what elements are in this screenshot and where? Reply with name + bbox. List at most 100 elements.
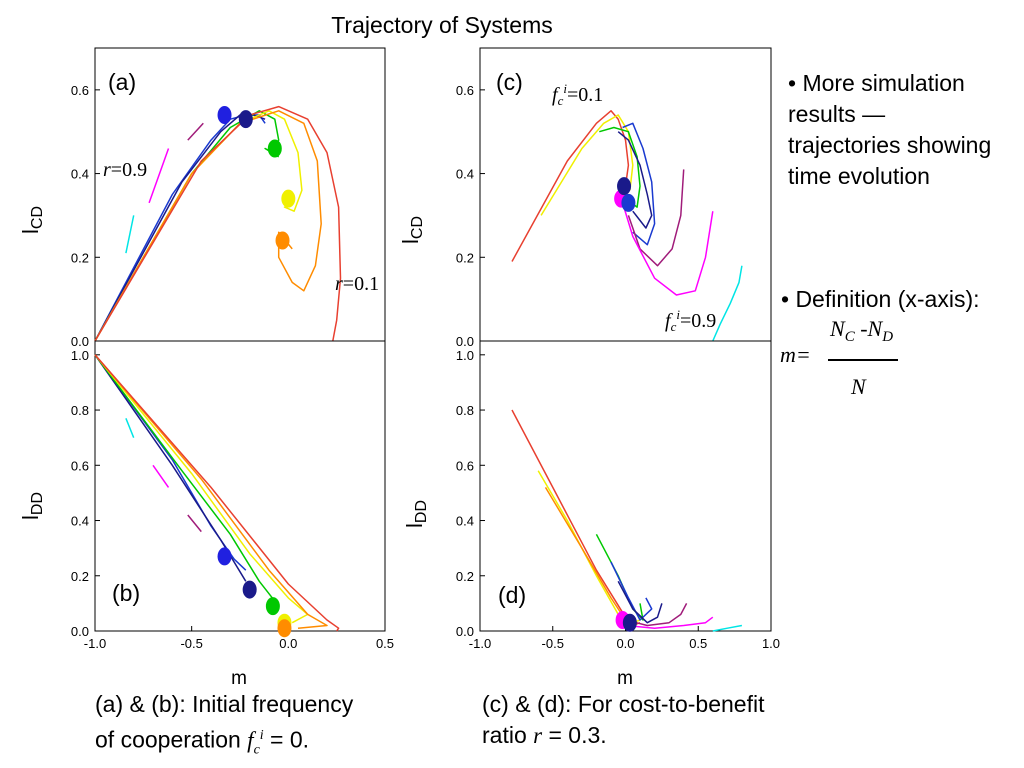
annotation-fc09: fci=0.9 [665,307,716,334]
series-line-b-2 [187,514,202,533]
xtick-label-b: -0.5 [180,636,202,651]
ytick-label-a: 0.2 [71,250,89,265]
series-line-d-7 [625,616,714,629]
cluster-blob-c-1 [617,177,632,196]
series-line-c-4 [617,131,653,229]
series-line-c-7 [712,265,743,342]
panel-label-b: (b) [112,580,140,606]
series-line-b-0 [125,418,135,438]
cluster-blob-a-4 [275,231,290,250]
series-line-d-6 [625,603,688,627]
caption-right: (c) & (d): For cost-to-benefit ratio r =… [482,689,764,751]
panel-label-c: (c) [496,69,523,95]
caption-left: (a) & (b): Initial frequency of cooperat… [95,689,353,765]
series-line-a-8 [94,105,342,342]
ytick-label-b: 0.4 [71,514,89,529]
series-line-a-5 [94,110,280,342]
panel-label-a: (a) [108,69,136,95]
series-line-a-2 [187,122,204,141]
ytick-label-a: 0.4 [71,167,89,182]
series-line-d-4 [610,561,653,621]
ylabel-top-left: lCD [18,206,46,234]
ylabel-top-right: lCD [398,216,426,244]
series-line-d-0 [511,409,641,627]
xtick-label-d: -0.5 [542,636,564,651]
caption-right-line1: (c) & (d): For cost-to-benefit [482,691,765,717]
formula-lhs: m= [780,342,811,367]
ylabel-bottom-left: lDD [18,492,46,520]
series-line-b-6 [94,354,309,624]
cluster-blob-a-3 [281,189,296,208]
cluster-blob-c-2 [621,193,636,212]
ytick-label-d: 1.0 [456,348,474,363]
caption-right-line2: ratio r = 0.3. [482,722,607,748]
series-line-b-1 [152,464,170,488]
ytick-label-b: 0.0 [71,624,89,639]
cluster-blob-b-1 [242,580,257,599]
series-line-a-1 [148,148,170,204]
cluster-blob-a-0 [217,105,232,124]
series-line-b-4 [94,354,247,582]
caption-left-line1: (a) & (b): Initial frequency [95,691,354,717]
cluster-blob-a-2 [267,139,282,158]
ytick-label-d: 0.4 [456,514,474,529]
xtick-label-b: 0.5 [376,636,394,651]
ytick-label-a: 0.6 [71,83,89,98]
bullet-definition: • Definition (x-axis): [781,286,980,312]
series-line-c-2 [599,126,641,208]
series-line-c-3 [622,122,656,246]
xtick-label-b: -1.0 [84,636,106,651]
xlabel-right: m [617,668,633,689]
xlabel-left: m [231,668,247,689]
formula-numerator: NC -ND [829,316,893,345]
xtick-label-d: 1.0 [762,636,780,651]
ytick-label-d: 0.6 [456,458,474,473]
plots-group: 0.0 0.2 0.4 0.6 0.0 0.2 0.4 0.6 0.8 1.0 -1.0 -0.5 0.… [71,47,780,651]
xtick-label-d: 0.5 [689,636,707,651]
series-line-d-5 [617,580,663,624]
annotation-r01: r=0.1 [335,273,379,295]
series-line-d-8 [712,624,743,632]
xtick-label-b: 0.0 [279,636,297,651]
ytick-label-c: 0.2 [456,250,474,265]
ylabel-bottom-right: lDD [402,500,430,528]
annotation-fc01: fci=0.1 [552,81,603,108]
ytick-label-b: 0.8 [71,403,89,418]
cluster-blob-d-1 [622,613,637,632]
ytick-label-a: 0.0 [71,334,89,349]
series-line-a-0 [125,215,135,254]
series-line-c-0 [511,110,630,262]
series-line-d-1 [537,470,641,624]
cluster-blob-a-1 [238,110,253,129]
ytick-label-b: 1.0 [71,348,89,363]
ytick-label-b: 0.6 [71,458,89,473]
ytick-label-d: 0.2 [456,569,474,584]
bullet-simulation: • More simulation results — trajectories… [788,70,992,189]
formula-denominator: N [850,374,867,399]
cluster-blob-b-2 [265,597,280,616]
ytick-label-c: 0.0 [456,334,474,349]
series-line-c-1 [540,114,634,216]
annotation-r09: r=0.9 [103,159,147,181]
panel-label-d: (d) [498,582,526,608]
ytick-label-b: 0.2 [71,569,89,584]
plot-frame-a [94,47,386,342]
xtick-label-d: -1.0 [469,636,491,651]
series-line-c-5 [627,169,685,267]
chart-title: Trajectory of Systems [331,12,553,38]
cluster-blob-b-0 [217,547,232,566]
series-line-c-6 [621,202,714,296]
plot-frame-b [94,340,386,632]
cluster-blob-b-4 [277,619,292,638]
xtick-label-d: 0.0 [616,636,634,651]
series-line-b-8 [94,354,340,632]
ytick-label-c: 0.6 [456,83,474,98]
caption-left-line2: of cooperation fci = 0. [95,726,310,758]
series-line-b-7 [94,354,328,629]
ytick-label-d: 0.8 [456,403,474,418]
ytick-label-c: 0.4 [456,167,474,182]
ytick-label-d: 0.0 [456,624,474,639]
series-line-a-3 [94,114,266,342]
series-line-a-4 [94,114,266,342]
